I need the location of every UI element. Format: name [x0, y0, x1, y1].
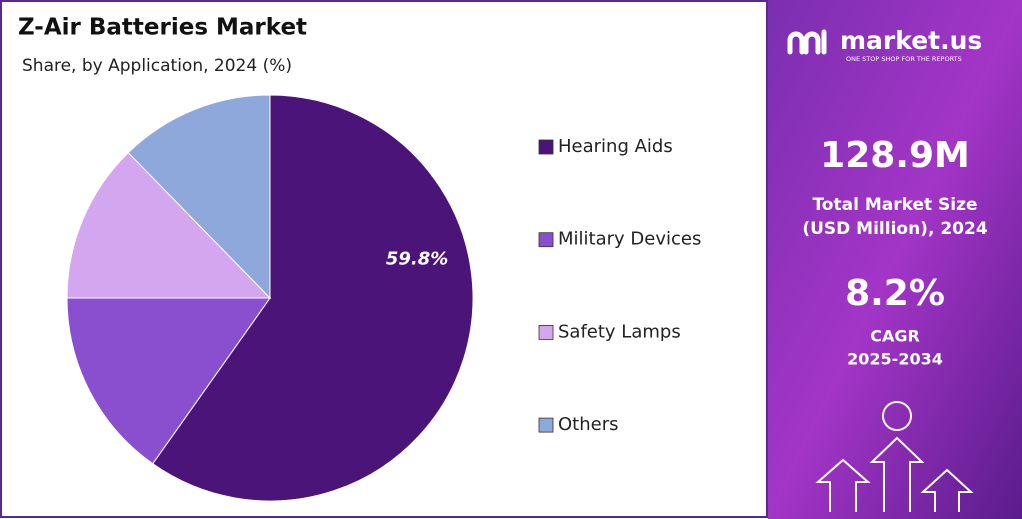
- data-label: 59.8%: [386, 249, 448, 270]
- legend-label: Hearing Aids: [558, 136, 673, 157]
- pie-slice: [127, 94, 271, 300]
- brand: market.us: [840, 26, 982, 55]
- legend-swatch: [538, 139, 554, 155]
- legend-swatch: [538, 417, 554, 433]
- tagline: ONE STOP SHOP FOR THE REPORTS: [846, 55, 962, 63]
- side-panel: [768, 0, 1022, 519]
- legend-label: Military Devices: [558, 229, 701, 250]
- market-size: 128.9M: [820, 135, 970, 176]
- cagr: 8.2%: [845, 273, 945, 314]
- market-size-label: (USD Million), 2024: [802, 219, 987, 239]
- cagr-label: CAGR: [870, 327, 920, 346]
- cagr-label: 2025-2034: [847, 350, 943, 369]
- pie-slice: [66, 151, 272, 299]
- logo: [787, 29, 827, 55]
- chart-title: Z-Air Batteries Market: [18, 15, 307, 41]
- legend-swatch: [538, 232, 554, 248]
- legend-label: Safety Lamps: [558, 321, 681, 342]
- growth-icon: [815, 401, 974, 512]
- pie-slice: [66, 297, 271, 465]
- legend-swatch: [538, 324, 554, 340]
- legend-label: Others: [558, 414, 619, 435]
- chart-subtitle: Share, by Application, 2024 (%): [22, 56, 292, 76]
- pie-slice: [152, 94, 474, 502]
- market-size-label: Total Market Size: [812, 195, 977, 215]
